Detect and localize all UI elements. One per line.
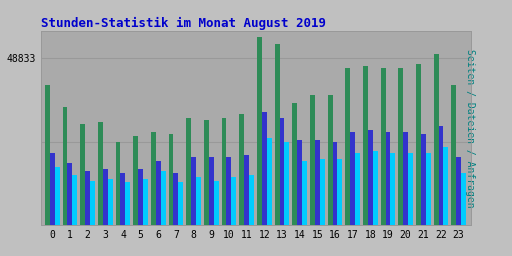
Bar <box>403 132 408 225</box>
Bar <box>80 124 85 225</box>
Bar <box>174 173 178 225</box>
Bar <box>214 180 219 225</box>
Bar <box>108 179 113 225</box>
Bar <box>50 153 55 225</box>
Bar <box>262 112 267 225</box>
Bar <box>380 68 386 225</box>
Bar <box>386 132 391 225</box>
Bar <box>116 142 120 225</box>
Bar <box>297 140 302 225</box>
Bar <box>62 106 68 225</box>
Bar <box>161 171 166 225</box>
Bar <box>416 64 421 225</box>
Bar <box>45 85 50 225</box>
Text: Stunden-Statistik im Monat August 2019: Stunden-Statistik im Monat August 2019 <box>41 16 326 29</box>
Bar <box>222 118 226 225</box>
Bar <box>138 169 143 225</box>
Bar <box>98 122 103 225</box>
Bar <box>156 161 161 225</box>
Bar <box>239 114 244 225</box>
Bar <box>355 153 360 225</box>
Bar <box>90 180 95 225</box>
Bar <box>186 118 191 225</box>
Bar <box>280 118 285 225</box>
Bar <box>456 157 461 225</box>
Bar <box>178 183 183 225</box>
Bar <box>209 157 214 225</box>
Bar <box>231 177 237 225</box>
Bar <box>337 159 343 225</box>
Bar <box>168 134 174 225</box>
Bar <box>226 157 231 225</box>
Bar <box>310 95 315 225</box>
Bar <box>285 142 289 225</box>
Bar <box>68 163 72 225</box>
Bar <box>434 54 438 225</box>
Bar <box>151 132 156 225</box>
Bar <box>120 173 125 225</box>
Bar <box>292 103 297 225</box>
Bar <box>72 175 77 225</box>
Bar <box>267 138 272 225</box>
Bar <box>244 155 249 225</box>
Y-axis label: Seiten / Dateien / Anfragen: Seiten / Dateien / Anfragen <box>465 49 475 207</box>
Bar <box>125 183 131 225</box>
Bar <box>421 134 426 225</box>
Bar <box>85 171 90 225</box>
Bar <box>274 44 280 225</box>
Bar <box>438 126 443 225</box>
Bar <box>302 161 307 225</box>
Bar <box>398 68 403 225</box>
Bar <box>368 130 373 225</box>
Bar <box>332 142 337 225</box>
Bar <box>408 153 413 225</box>
Bar <box>133 136 138 225</box>
Bar <box>191 157 196 225</box>
Bar <box>55 167 60 225</box>
Bar <box>196 177 201 225</box>
Bar <box>443 147 449 225</box>
Bar <box>143 179 148 225</box>
Bar <box>461 173 466 225</box>
Bar <box>373 151 378 225</box>
Bar <box>204 120 209 225</box>
Bar <box>451 85 456 225</box>
Bar <box>345 68 350 225</box>
Bar <box>320 159 325 225</box>
Bar <box>249 175 254 225</box>
Bar <box>328 95 332 225</box>
Bar <box>426 153 431 225</box>
Bar <box>350 132 355 225</box>
Bar <box>391 153 395 225</box>
Bar <box>257 37 262 225</box>
Bar <box>103 169 108 225</box>
Bar <box>315 140 320 225</box>
Bar <box>363 66 368 225</box>
